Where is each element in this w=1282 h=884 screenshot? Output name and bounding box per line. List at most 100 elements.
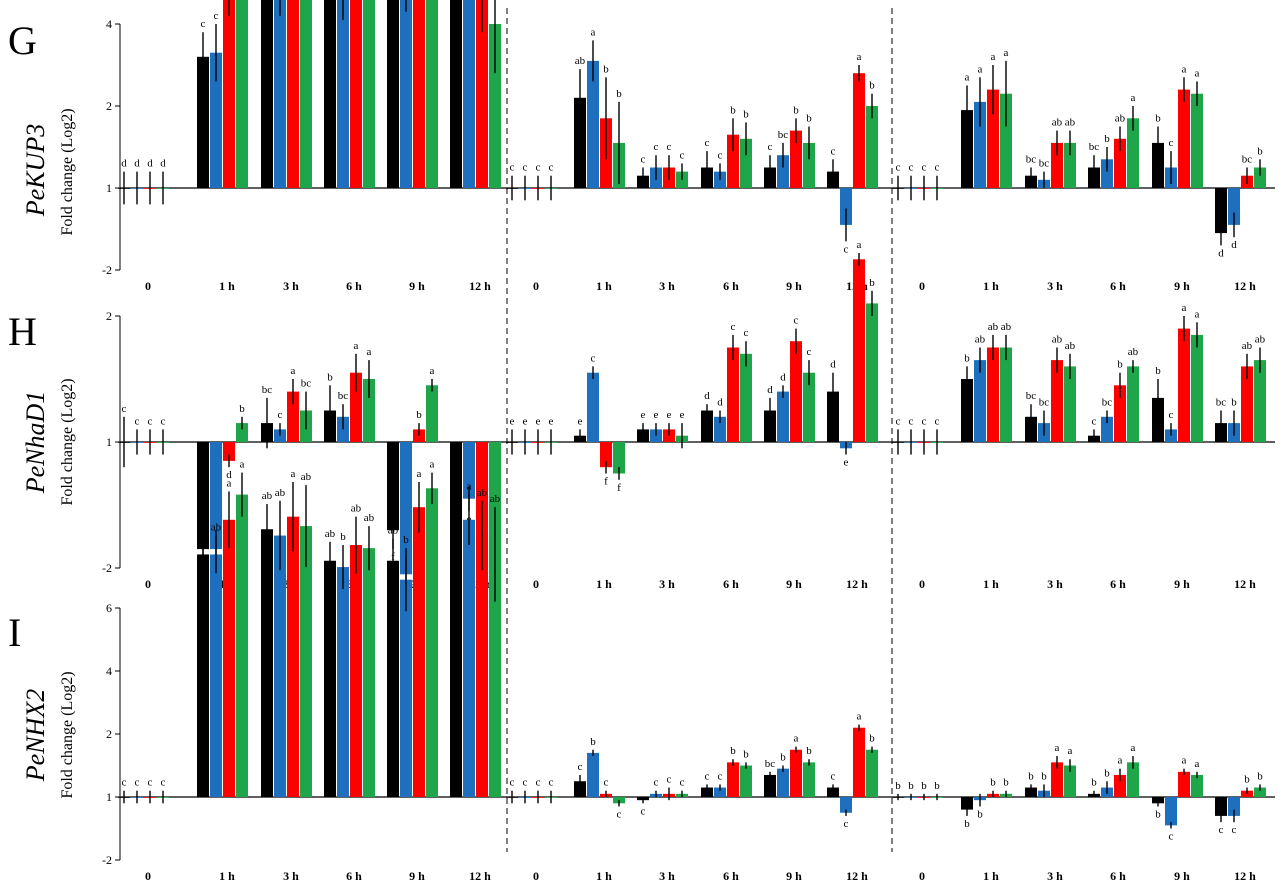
significance-letter: b [1244,774,1250,786]
significance-letter: ab [262,490,273,502]
bar [587,752,599,797]
bar [1114,385,1126,442]
bar [210,442,222,550]
bar [337,567,349,797]
x-tick-label: 12 h [846,577,868,591]
bar [587,372,599,442]
bar [1241,366,1253,442]
significance-letter: c [641,805,646,817]
bar [197,442,209,550]
bar [701,787,713,797]
significance-letter: c [680,149,685,161]
x-tick-label: 6 h [346,279,362,293]
y-tick-label: 2 [106,99,112,113]
significance-letter: a [430,365,435,377]
bar [1051,360,1063,442]
significance-letter: d [767,384,773,396]
bar [387,560,399,797]
y-tick-label: 4 [106,664,112,678]
significance-letter: c [844,243,849,255]
significance-letter: c [148,777,153,789]
significance-letter: d [134,158,140,170]
bar [426,0,438,188]
significance-letter: c [667,774,672,786]
significance-letter: b [1091,777,1097,789]
significance-letter: a [1195,758,1200,770]
significance-letter: ab [575,55,586,67]
bar [840,797,852,813]
bar [363,0,375,189]
ylabel-h: Fold change (Log2) [59,378,76,505]
significance-letter: a [1182,755,1187,767]
significance-letter: b [990,777,996,789]
x-tick-label: 3 h [659,869,675,883]
significance-letter: bc [301,378,312,390]
significance-letter: d [121,158,127,170]
x-tick-label: 0 [919,577,925,591]
significance-letter: ab [351,503,362,515]
bar [827,787,839,797]
gene-label-g: PeKUP3 [21,124,50,217]
bar [1127,762,1139,797]
significance-letter: b [1257,770,1263,782]
significance-letter: f [617,482,621,494]
y-tick-label: 6 [106,601,112,615]
significance-letter: d [147,158,153,170]
bar [363,379,375,442]
significance-letter: ab [988,321,999,333]
significance-letter: b [806,745,812,757]
significance-letter: c [935,162,940,174]
significance-letter: b [239,403,245,415]
bar [866,303,878,442]
significance-letter: e [641,409,646,421]
x-tick-label: 9 h [1174,279,1190,293]
bar [777,155,789,188]
significance-letter: c [536,777,541,789]
x-tick-label: 6 h [1110,279,1126,293]
bar [400,442,412,575]
bar [197,56,209,188]
significance-letter: f [604,476,608,488]
significance-letter: b [403,534,409,546]
ylabel-g: Fold change (Log2) [59,108,76,235]
significance-letter: b [730,745,736,757]
x-tick-label: 9 h [1174,577,1190,591]
x-tick-label: 1 h [983,869,999,883]
bar [1178,328,1190,442]
y-tick-label: -2 [102,853,112,867]
significance-letter: c [718,770,723,782]
significance-letter: b [1155,808,1161,820]
bar [777,768,789,797]
bar [790,341,802,442]
significance-letter: c [578,761,583,773]
significance-letter: a [467,481,472,493]
bar [1191,774,1203,797]
y-tick-label: 4 [106,17,112,31]
significance-letter: c [617,808,622,820]
bar [350,545,362,797]
significance-letter: c [510,162,515,174]
significance-letter: c [896,162,901,174]
bar [1064,765,1076,797]
x-tick-label: 3 h [659,279,675,293]
ylabel-i: Fold change (Log2) [59,671,76,798]
bar [274,535,286,797]
bar [1000,93,1012,188]
x-tick-label: 12 h [469,869,491,883]
y-tick-label: 1 [106,790,112,804]
significance-letter: c [536,162,541,174]
bar [853,259,865,442]
bar [1025,787,1037,797]
significance-letter: d [830,359,836,371]
bar [337,0,349,188]
y-tick-label: -2 [102,561,112,575]
x-tick-label: 1 h [983,577,999,591]
significance-letter: a [227,477,232,489]
significance-letter: c [641,154,646,166]
bar [350,372,362,442]
bar [727,762,739,797]
significance-letter: b [1257,145,1263,157]
bar [1064,366,1076,442]
x-tick-label: 3 h [1047,279,1063,293]
bar [840,188,852,225]
